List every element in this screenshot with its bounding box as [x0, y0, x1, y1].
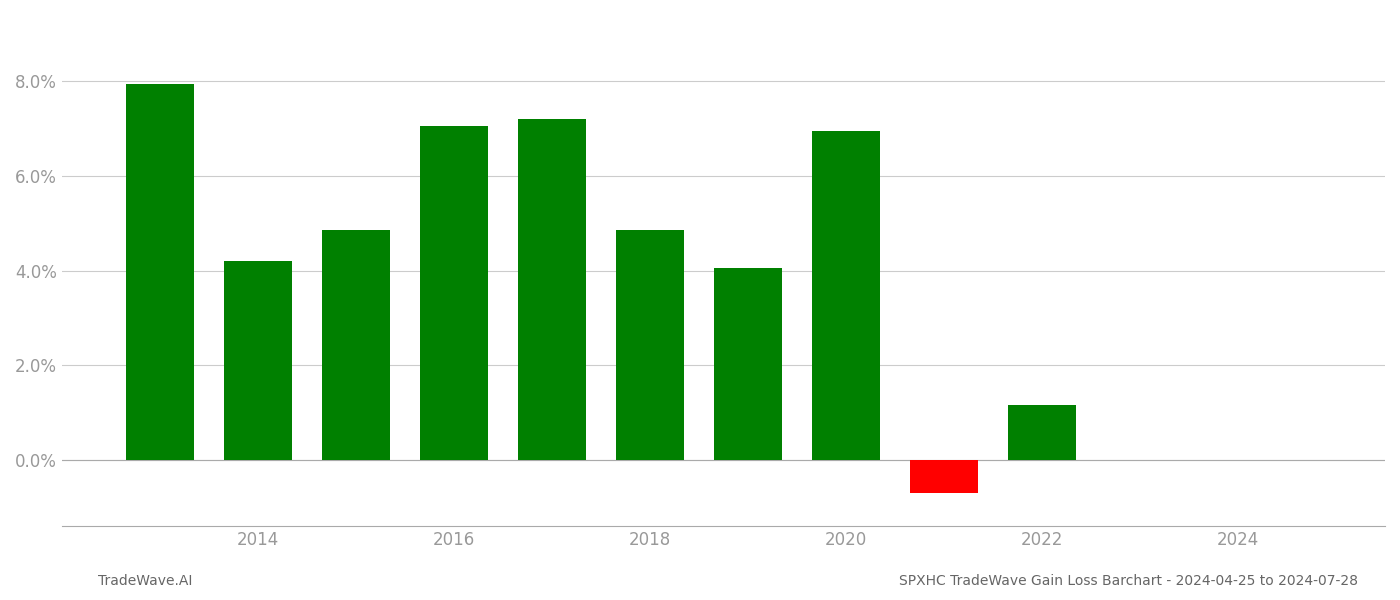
Bar	[420, 126, 489, 460]
Bar	[910, 460, 979, 493]
Bar	[714, 268, 783, 460]
Bar	[224, 261, 293, 460]
Bar	[126, 83, 195, 460]
Text: TradeWave.AI: TradeWave.AI	[98, 574, 192, 588]
Bar	[322, 230, 391, 460]
Bar	[518, 119, 587, 460]
Text: SPXHC TradeWave Gain Loss Barchart - 2024-04-25 to 2024-07-28: SPXHC TradeWave Gain Loss Barchart - 202…	[899, 574, 1358, 588]
Bar	[1008, 406, 1077, 460]
Bar	[616, 230, 685, 460]
Bar	[812, 131, 881, 460]
